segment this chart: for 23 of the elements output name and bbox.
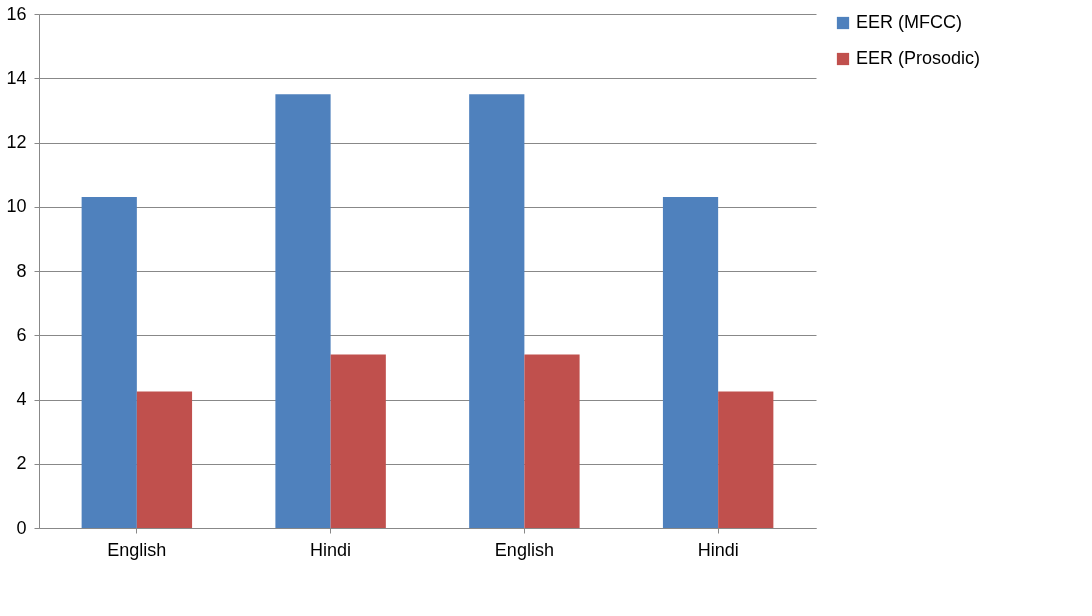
y-tick-label: 0 [16, 517, 27, 538]
y-tick-label: 4 [16, 389, 27, 409]
legend-label: EER (Prosodic) [856, 48, 981, 68]
y-tick-label: 8 [16, 260, 27, 281]
x-tick-label: Hindi [310, 539, 352, 560]
bar [136, 391, 193, 528]
y-tick-label: 6 [16, 324, 27, 345]
x-tick-label: English [494, 539, 554, 560]
bar [469, 94, 525, 528]
legend-label: EER (MFCC) [856, 12, 962, 32]
bar [718, 391, 774, 528]
y-tick-label: 16 [6, 3, 27, 24]
x-tick-label: English [107, 539, 167, 560]
y-tick-label: 10 [6, 196, 27, 217]
bar [81, 197, 137, 528]
bar [662, 197, 719, 528]
bar [275, 94, 331, 528]
bar [330, 354, 386, 528]
x-tick-label: Hindi [697, 539, 739, 560]
y-tick-label: 12 [6, 132, 27, 152]
y-tick-label: 14 [6, 67, 27, 88]
y-tick-label: 2 [16, 453, 27, 474]
bar [524, 354, 580, 528]
